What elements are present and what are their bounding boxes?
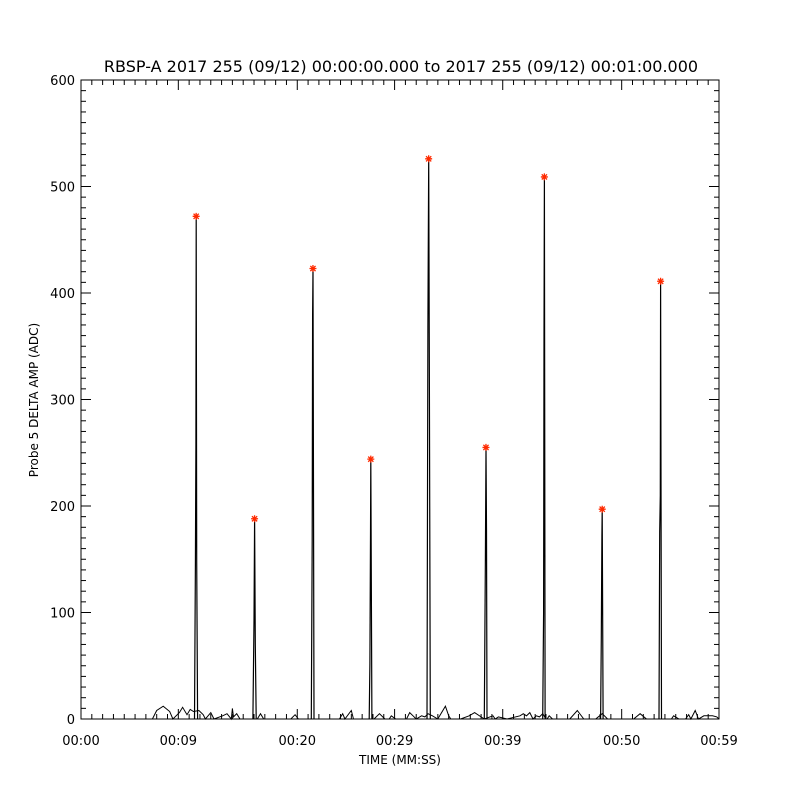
peak-marker: [540, 173, 548, 181]
spike-line: [252, 518, 257, 720]
peak-marker: [425, 155, 433, 163]
y-tick-label: 0: [67, 713, 75, 728]
y-tick-label: 200: [50, 500, 75, 515]
spike-line: [310, 268, 315, 720]
plot-series: [81, 158, 720, 721]
x-tick-label: 00:09: [160, 734, 197, 749]
y-axis-label: Probe 5 DELTA AMP (ADC): [27, 323, 41, 477]
spike-line: [193, 216, 199, 720]
peak-markers: [192, 155, 665, 523]
spike-line: [368, 459, 373, 720]
x-tick-label: 00:50: [603, 734, 640, 749]
spike-line: [658, 281, 663, 720]
y-tick-label: 400: [50, 287, 75, 302]
spike-line: [483, 447, 488, 720]
x-tick-label: 00:59: [700, 734, 737, 749]
peak-marker: [482, 443, 490, 451]
x-tick-label: 00:39: [484, 734, 521, 749]
spike-line: [426, 158, 431, 720]
series-line: [81, 705, 720, 721]
peak-marker: [657, 277, 665, 285]
spike-line: [542, 176, 546, 720]
x-tick-label: 00:00: [62, 734, 99, 749]
y-axis: 0 100 200 300 400 500 600: [50, 74, 719, 728]
peak-marker: [192, 212, 200, 220]
peak-marker: [598, 505, 606, 513]
x-tick-label: 00:20: [279, 734, 316, 749]
chart-title: RBSP-A 2017 255 (09/12) 00:00:00.000 to …: [104, 57, 698, 76]
peak-marker: [367, 455, 375, 463]
x-axis-label: TIME (MM:SS): [358, 753, 441, 767]
peak-marker: [309, 265, 317, 273]
y-tick-label: 600: [50, 74, 75, 89]
y-tick-label: 100: [50, 607, 75, 622]
spike-line: [600, 509, 604, 720]
x-tick-label: 00:29: [376, 734, 413, 749]
y-tick-label: 300: [50, 394, 75, 409]
plot-frame: [80, 79, 720, 720]
x-axis: 00:00 00:09 00:20 00:29 00:39 00:50 00:59: [62, 80, 738, 749]
y-tick-label: 500: [50, 181, 75, 196]
peak-marker: [251, 515, 259, 523]
